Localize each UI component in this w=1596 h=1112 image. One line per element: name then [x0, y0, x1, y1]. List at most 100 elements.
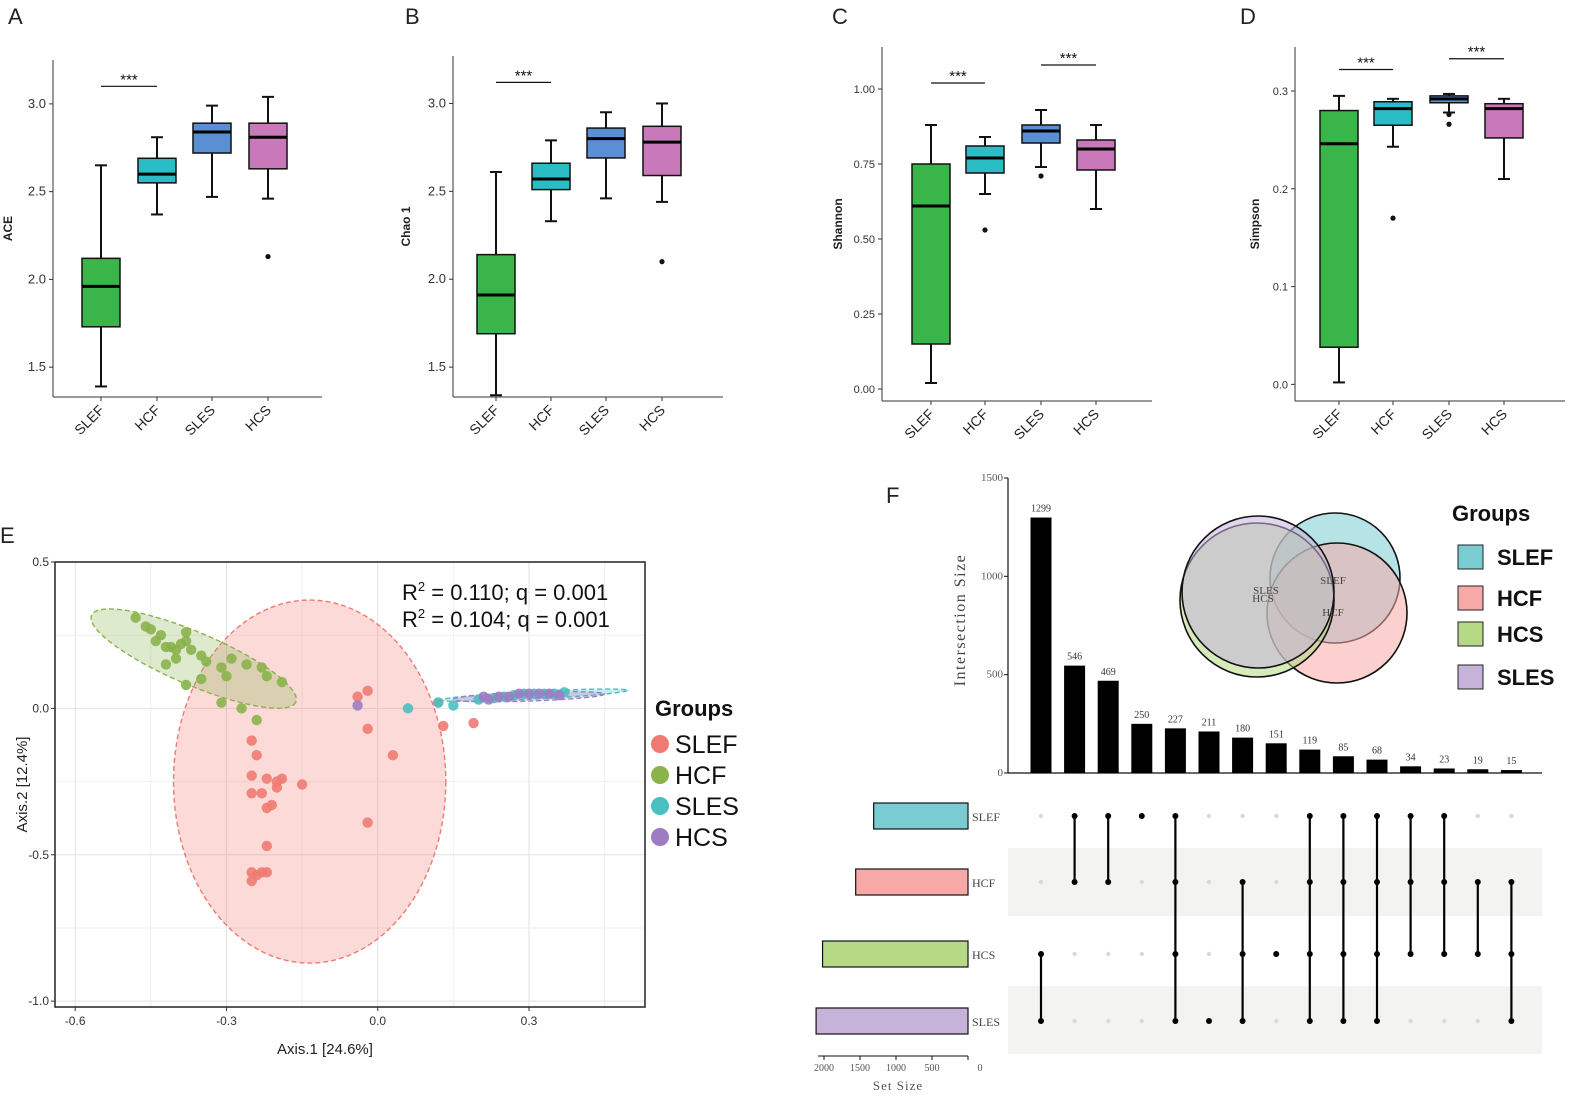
- scatter-point-slef: [266, 799, 278, 811]
- set-size-bar-slef: [873, 802, 969, 830]
- set-name-label: SLEF: [972, 810, 1000, 824]
- boxplot-panel-d: D 0.0 0.1 0.2 0.3 Simpson SLEF HCF SLES HCS *** ***: [1240, 4, 1565, 442]
- legend-label: HCF: [1497, 586, 1542, 611]
- x-tick-label: SLEF: [901, 406, 937, 442]
- y-tick-label: 1500: [981, 472, 1004, 484]
- scatter-point-hcf: [216, 697, 227, 708]
- annotation-stat: = 0.110; q = 0.001: [425, 580, 608, 605]
- matrix-dot-filled: [1340, 1018, 1347, 1024]
- annotation-r: R: [402, 607, 418, 632]
- intersection-value-label: 119: [1302, 736, 1317, 747]
- matrix-dot-empty: [1408, 1018, 1413, 1024]
- set-size-bar-sles: [815, 1007, 969, 1035]
- venn-label: SLES: [1253, 585, 1279, 597]
- scatter-point-hcf: [180, 635, 192, 647]
- scatter-point-hcf: [160, 659, 172, 670]
- y-tick-label: 0: [998, 767, 1004, 779]
- matrix-dot-filled: [1407, 951, 1414, 957]
- x-tick-label: HCF: [525, 402, 557, 434]
- legend-title: Groups: [1452, 501, 1530, 526]
- matrix-dot-empty: [1106, 1018, 1111, 1024]
- scatter-point-sles: [402, 703, 414, 714]
- matrix-dot-filled: [1038, 951, 1044, 957]
- intersection-bar: [1433, 768, 1455, 773]
- matrix-dot-empty: [1509, 813, 1514, 819]
- scatter-point-hcf: [180, 627, 192, 638]
- matrix-dot-filled: [1374, 813, 1380, 819]
- x-tick-label: HCS: [1478, 406, 1510, 438]
- x-tick-label: HCF: [959, 406, 991, 438]
- box-hcs: [248, 95, 288, 260]
- scatter-point-slef: [271, 782, 283, 793]
- scatter-point-hcf: [256, 662, 267, 673]
- matrix-dot-filled: [1071, 813, 1078, 819]
- y-tick-label: 2.5: [28, 184, 46, 199]
- scatter-point-hcs: [543, 688, 555, 699]
- outlier-point: [1038, 173, 1044, 179]
- intersection-value-label: 68: [1372, 746, 1382, 757]
- intersection-bar: [1097, 680, 1119, 773]
- annotation-r: R: [402, 580, 418, 605]
- legend-swatch-slef: [1457, 544, 1484, 570]
- matrix-dot-empty: [1274, 813, 1279, 819]
- matrix-dot-filled: [1071, 879, 1078, 885]
- intersection-bar: [1164, 728, 1186, 773]
- intersection-bar: [1299, 749, 1321, 773]
- outlier-point: [1446, 121, 1452, 127]
- scatter-point-hcs: [523, 688, 535, 699]
- scatter-point-slef: [261, 840, 272, 852]
- y-axis-title: Intersection Size: [952, 554, 969, 687]
- legend-label: HCF: [675, 762, 726, 790]
- scatter-point-sles: [448, 700, 459, 711]
- intersection-bar: [1332, 756, 1354, 773]
- box-iqr: [586, 127, 626, 159]
- matrix-dot-filled: [1474, 951, 1481, 957]
- set-name-label: SLES: [972, 1015, 1000, 1029]
- matrix-dot-empty: [1139, 951, 1145, 957]
- scatter-point-hcf: [221, 670, 232, 682]
- matrix-dot-empty: [1475, 1018, 1481, 1024]
- x-tick-label: 0.3: [521, 1014, 538, 1028]
- box-slef: [911, 124, 951, 384]
- x-tick-label: 0.0: [369, 1014, 386, 1028]
- stat-annotation: R2 = 0.104; q = 0.001: [402, 606, 610, 632]
- panel-label: F: [886, 483, 899, 508]
- intersection-bar: [1467, 769, 1489, 773]
- box-iqr: [1021, 124, 1061, 144]
- scatter-point-slef: [261, 867, 272, 878]
- box-hcf: [1373, 97, 1413, 221]
- matrix-dot-empty: [1274, 1018, 1279, 1024]
- y-axis-title: Chao 1: [399, 206, 413, 246]
- scatter-point-slef: [276, 773, 288, 784]
- matrix-dot-filled: [1340, 813, 1347, 819]
- box-slef: [1319, 94, 1359, 384]
- venn-label: SLEF: [1320, 575, 1346, 587]
- intersection-bar: [1198, 731, 1220, 773]
- matrix-dot-empty: [1139, 879, 1145, 885]
- y-tick-label: 1.5: [28, 359, 46, 374]
- plot-background: [55, 562, 645, 1007]
- box-hcf: [965, 136, 1005, 233]
- x-tick-label: HCF: [131, 402, 163, 434]
- y-tick-label: 2.0: [428, 271, 446, 286]
- matrix-dot-empty: [1206, 813, 1212, 819]
- matrix-dot-filled: [1508, 1018, 1515, 1024]
- set-size-tick-label: 0: [978, 1063, 983, 1074]
- box-iqr: [248, 122, 288, 170]
- matrix-dot-filled: [1105, 879, 1112, 885]
- panel-label: A: [8, 4, 23, 29]
- intersection-value-label: 15: [1506, 756, 1516, 767]
- legend-swatch-hcf: [651, 766, 669, 784]
- scatter-point-slef: [246, 770, 257, 781]
- legend-label: HCS: [1497, 622, 1543, 647]
- matrix-dot-filled: [1172, 813, 1179, 819]
- y-tick-label: 1000: [981, 570, 1004, 582]
- intersection-value-label: 211: [1202, 718, 1217, 729]
- box-hcf: [531, 139, 571, 223]
- y-tick-label: 0.1: [1273, 282, 1288, 294]
- box-iqr: [192, 122, 232, 154]
- matrix-dot-filled: [1038, 1018, 1044, 1024]
- scatter-point-hcf: [170, 653, 182, 664]
- venn-label: HCS: [1252, 593, 1273, 605]
- outlier-point: [265, 253, 271, 260]
